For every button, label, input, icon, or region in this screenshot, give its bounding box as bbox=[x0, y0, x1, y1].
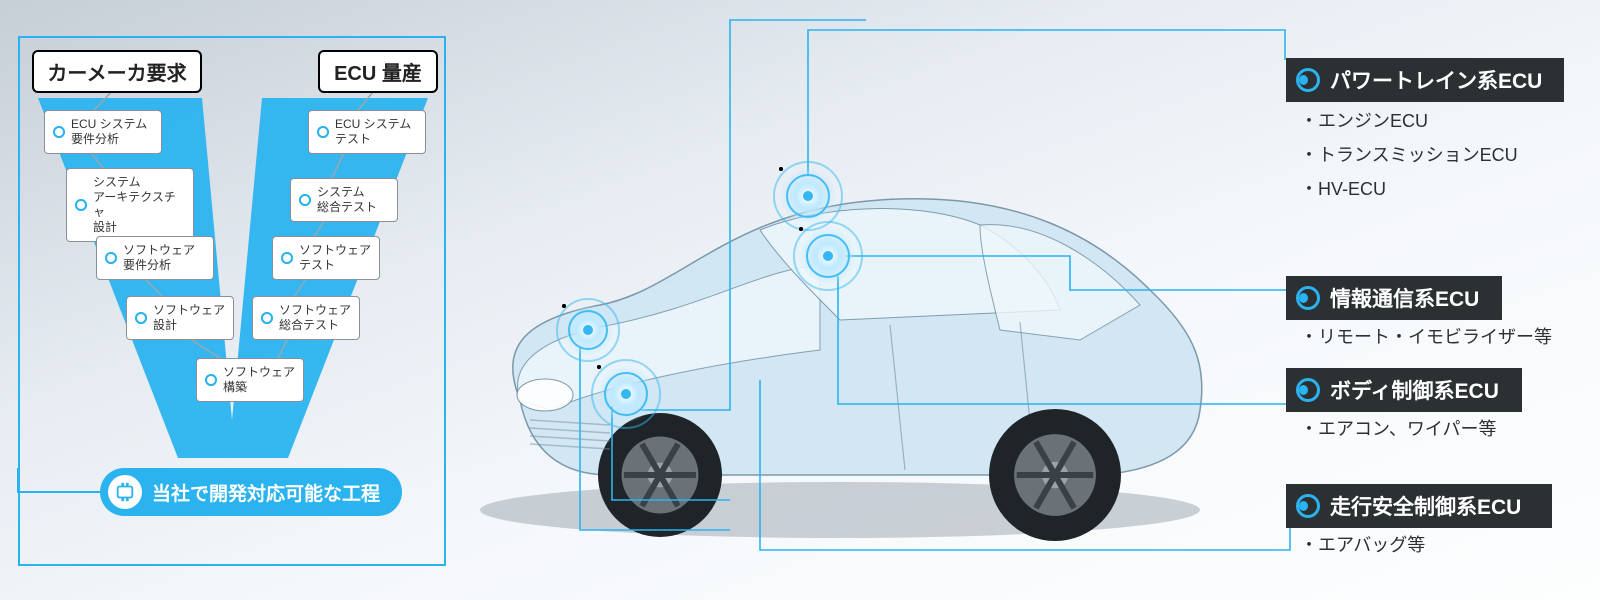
car-hotspot-front-bay-1 bbox=[562, 304, 614, 356]
ecu-subitem: ・HV-ECU bbox=[1300, 172, 1518, 206]
car-hotspot-engine-dash bbox=[779, 167, 836, 224]
ecu-group-subitems: ・エアコン、ワイパー等 bbox=[1300, 412, 1497, 446]
vmodel-step: ソフトウェア総合テスト bbox=[252, 296, 360, 340]
ecu-group-title-label: 走行安全制御系ECU bbox=[1330, 491, 1521, 521]
vmodel-header-left: カーメーカ要求 bbox=[32, 50, 202, 93]
bullet-ring-icon bbox=[1296, 68, 1320, 92]
ecu-subitem: ・エアバッグ等 bbox=[1300, 528, 1425, 562]
vmodel-step: システム総合テスト bbox=[290, 178, 398, 222]
ecu-subitem: ・リモート・イモビライザー等 bbox=[1300, 320, 1552, 354]
ecu-group-title: パワートレイン系ECU bbox=[1286, 58, 1564, 102]
ecu-group-title-label: 情報通信系ECU bbox=[1330, 283, 1479, 313]
ecu-group-subitems: ・リモート・イモビライザー等 bbox=[1300, 320, 1552, 354]
vmodel-step: ソフトウェア要件分析 bbox=[96, 236, 214, 280]
vmodel-header-right: ECU 量産 bbox=[318, 50, 438, 93]
vmodel-step: ソフトウェア構築 bbox=[196, 358, 304, 402]
ecu-group-title-label: ボディ制御系ECU bbox=[1330, 375, 1499, 405]
car-hotspot-center-ecu bbox=[799, 227, 856, 284]
vmodel-header-right-label: ECU 量産 bbox=[334, 63, 422, 85]
ecu-group-title: 情報通信系ECU bbox=[1286, 276, 1502, 320]
ecu-subitem: ・エアコン、ワイパー等 bbox=[1300, 412, 1497, 446]
bullet-ring-icon bbox=[1296, 286, 1320, 310]
capability-badge-label: 当社で開発対応可能な工程 bbox=[152, 479, 380, 506]
ecu-group-title: ボディ制御系ECU bbox=[1286, 368, 1522, 412]
vmodel-step: システムアーキテクスチャ設計 bbox=[66, 168, 194, 242]
ecu-subitem: ・エンジンECU bbox=[1300, 104, 1518, 138]
ecu-group-title-label: パワートレイン系ECU bbox=[1330, 65, 1542, 95]
bullet-ring-icon bbox=[1296, 378, 1320, 402]
vmodel-step: ECU システムテスト bbox=[308, 110, 426, 154]
ecu-group-title: 走行安全制御系ECU bbox=[1286, 484, 1552, 528]
capability-badge-icon bbox=[108, 475, 142, 509]
vmodel-step: ソフトウェア設計 bbox=[126, 296, 234, 340]
capability-badge: 当社で開発対応可能な工程 bbox=[100, 468, 402, 516]
bullet-ring-icon bbox=[1296, 494, 1320, 518]
car-hotspot-front-bay-2 bbox=[597, 365, 654, 422]
vmodel-step: ソフトウェアテスト bbox=[272, 236, 380, 280]
ecu-group-subitems: ・エアバッグ等 bbox=[1300, 528, 1425, 562]
vmodel-header-left-label: カーメーカ要求 bbox=[47, 63, 186, 85]
ecu-subitem: ・トランスミッションECU bbox=[1300, 138, 1518, 172]
ecu-group-subitems: ・エンジンECU・トランスミッションECU・HV-ECU bbox=[1300, 104, 1518, 207]
vmodel-step: ECU システム要件分析 bbox=[44, 110, 162, 154]
